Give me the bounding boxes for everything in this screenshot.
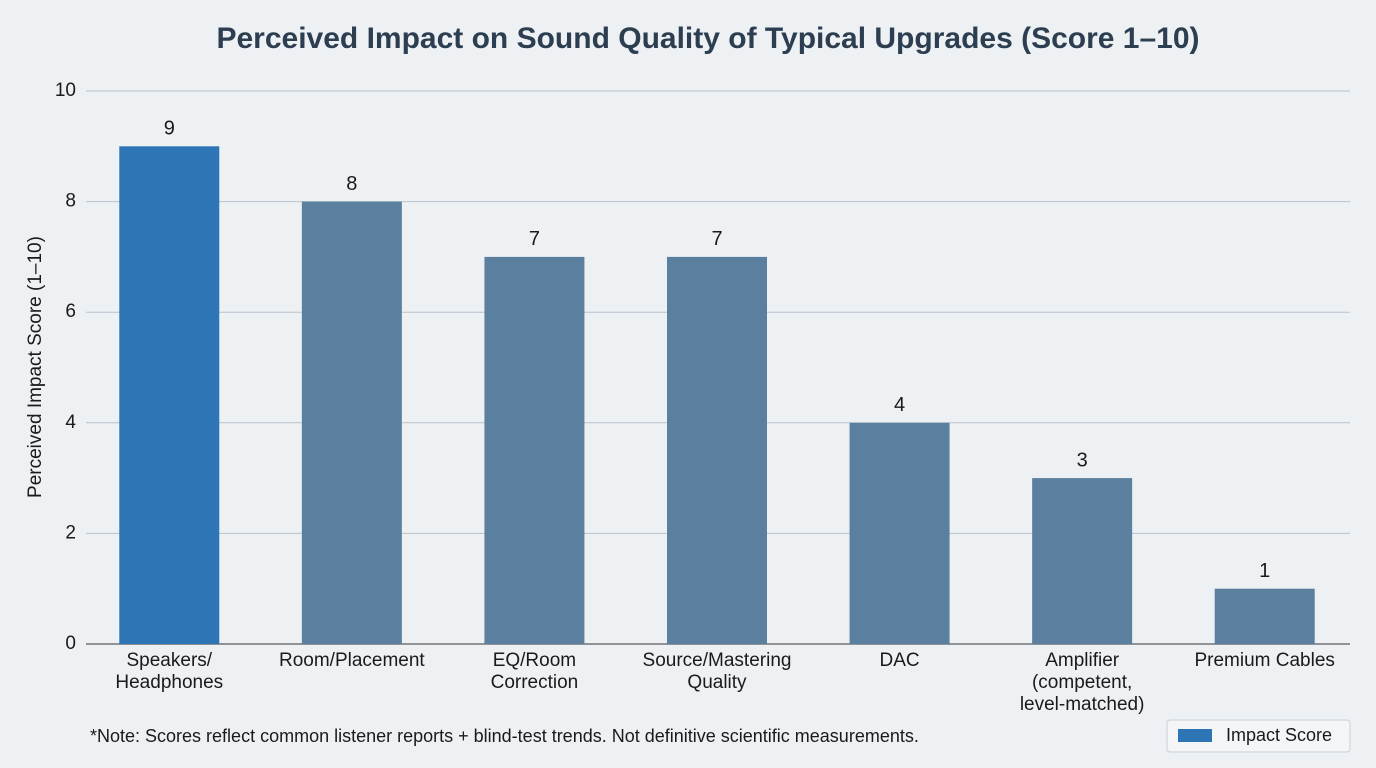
bar — [1214, 588, 1315, 644]
y-axis-label: Perceived Impact Score (1–10) — [25, 236, 46, 498]
bar — [484, 256, 585, 644]
bar — [119, 146, 220, 645]
y-tick-label: 10 — [55, 80, 76, 101]
x-tick-label: Premium Cables — [1194, 650, 1334, 671]
x-tick-label: Room/Placement — [279, 650, 425, 671]
data-label: 1 — [1259, 560, 1270, 582]
x-tick-label: EQ/Room Correction — [491, 650, 579, 693]
legend-label: Impact Score — [1226, 725, 1332, 745]
bar — [1032, 478, 1133, 644]
x-tick-label: Amplifier (competent, level-matched) — [1020, 650, 1145, 715]
data-label: 9 — [164, 118, 175, 140]
data-label: 8 — [346, 173, 357, 195]
data-label: 3 — [1077, 449, 1088, 471]
x-tick-label: DAC — [880, 650, 920, 671]
legend-box — [1166, 719, 1351, 753]
y-tick-label: 8 — [65, 191, 76, 212]
data-label: 7 — [711, 228, 722, 250]
y-tick-label: 0 — [65, 633, 76, 654]
bar — [667, 256, 767, 644]
data-label: 4 — [894, 394, 905, 416]
y-tick-label: 4 — [65, 412, 76, 433]
chart-title: Perceived Impact on Sound Quality of Typ… — [216, 22, 1199, 55]
x-tick-label: Speakers/Headphones — [115, 650, 223, 693]
y-tick-label: 2 — [65, 522, 76, 543]
legend: Impact Score — [1166, 719, 1351, 753]
data-label: 7 — [529, 228, 540, 250]
legend-swatch — [1178, 729, 1212, 742]
x-tick-label: Source/Mastering Quality — [643, 650, 792, 693]
bar — [301, 201, 402, 644]
bar — [849, 422, 950, 644]
footnote: *Note: Scores reflect common listener re… — [90, 726, 919, 746]
y-tick-label: 6 — [65, 301, 76, 322]
